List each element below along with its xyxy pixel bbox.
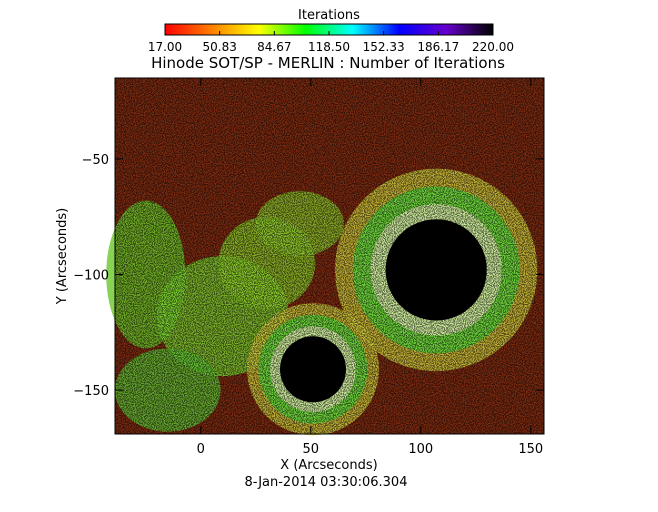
colorbar-tick-label: 186.17 (417, 40, 459, 54)
timestamp-footer: 8-Jan-2014 03:30:06.304 (245, 475, 408, 490)
x-axis: 0 50 100 150 (197, 78, 543, 457)
x-axis-label: X (Arcseconds) (280, 458, 377, 473)
colorbar-tick-label: 50.83 (202, 40, 236, 54)
umbra (385, 219, 487, 321)
colorbar-ticks: 17.00 50.83 84.67 118.50 152.33 186.17 220.00 (148, 31, 514, 54)
y-axis-label: Y (Arcseconds) (55, 208, 70, 305)
colorbar-tick-label: 17.00 (148, 40, 182, 54)
colorbar-tick-label: 84.67 (257, 40, 291, 54)
y-tick-label: −100 (73, 268, 109, 283)
umbra (280, 336, 346, 403)
y-tick-label: −150 (73, 384, 109, 399)
colorbar-tick-label: 220.00 (472, 40, 514, 54)
x-tick-label: 50 (303, 442, 320, 457)
y-axis: −50 −100 −150 (73, 153, 544, 399)
x-tick-label: 150 (518, 442, 543, 457)
chart-title: Hinode SOT/SP - MERLIN : Number of Itera… (151, 54, 505, 72)
sunspot-umbrae (280, 219, 487, 403)
colorbar-tick-label: 118.50 (308, 40, 350, 54)
plot-frame (114, 77, 545, 435)
x-tick-label: 100 (408, 442, 433, 457)
y-tick-label: −50 (82, 153, 109, 168)
colorbar-title: Iterations (298, 8, 360, 23)
colorbar-tick-label: 152.33 (363, 40, 405, 54)
x-tick-label: 0 (197, 442, 205, 457)
heatmap-area (106, 78, 544, 436)
